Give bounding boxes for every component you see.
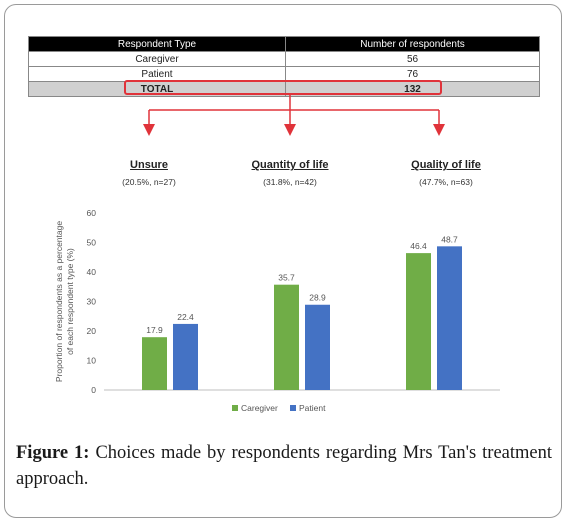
connector-arrows (143, 95, 445, 136)
y-tick-label: 60 (87, 208, 97, 218)
legend-label-patient: Patient (299, 403, 326, 413)
group-subtitle-quantity: (31.8%, n=42) (263, 177, 317, 187)
y-tick-label: 20 (87, 326, 97, 336)
table-header-row: Respondent Type Number of respondents (28, 36, 540, 52)
bar-patient-2 (437, 246, 462, 390)
total-highlight-box (124, 80, 442, 95)
group-unsure: Unsure (20.5%, n=27) (89, 159, 209, 187)
group-title-unsure: Unsure (130, 159, 168, 171)
group-subtitle-quality: (47.7%, n=63) (419, 177, 473, 187)
group-quantity: Quantity of life (31.8%, n=42) (230, 159, 350, 187)
group-subtitle-unsure: (20.5%, n=27) (122, 177, 176, 187)
figure-caption: Figure 1: Choices made by respondents re… (16, 440, 552, 492)
figure-frame (4, 4, 562, 518)
bar-caregiver-1 (274, 284, 299, 390)
y-axis-label: of each respondent type (%) (65, 248, 75, 355)
y-tick-label: 50 (87, 238, 97, 248)
data-label: 46.4 (410, 241, 427, 251)
table-total-row: TOTAL 132 (28, 81, 540, 97)
table-row: Patient 76 (28, 66, 540, 82)
group-quality: Quality of life (47.7%, n=63) (386, 159, 506, 187)
legend-label-caregiver: Caregiver (241, 403, 278, 413)
legend-swatch-patient (290, 405, 296, 411)
table-header-type: Respondent Type (28, 36, 286, 52)
legend-swatch-caregiver (232, 405, 238, 411)
y-tick-label: 30 (87, 297, 97, 307)
y-tick-label: 40 (87, 267, 97, 277)
bar-chart: 0 10 20 30 40 50 60 Proportion of respondents a… (54, 208, 500, 413)
data-label: 48.7 (441, 234, 458, 244)
respondent-table: Respondent Type Number of respondents Ca… (28, 36, 540, 97)
table-row: Caregiver 56 (28, 51, 540, 67)
y-tick-label: 10 (87, 356, 97, 366)
data-label: 22.4 (177, 312, 194, 322)
group-title-quality: Quality of life (411, 159, 481, 171)
bar-patient-1 (305, 304, 330, 390)
group-title-quantity: Quantity of life (251, 159, 329, 171)
caption-text: Choices made by respondents regarding Mr… (16, 443, 552, 489)
total-label: TOTAL (28, 81, 286, 97)
bar-caregiver-0 (142, 337, 167, 390)
bar-patient-0 (173, 323, 198, 390)
data-label: 35.7 (278, 273, 295, 283)
data-label: 28.9 (309, 293, 326, 303)
bar-caregiver-2 (406, 253, 431, 390)
caption-lead: Figure 1: (16, 443, 90, 463)
y-tick-label: 0 (91, 385, 96, 395)
data-label: 17.9 (146, 325, 163, 335)
y-axis-label: Proportion of respondents as a percentag… (54, 221, 64, 382)
table-header-count: Number of respondents (285, 36, 540, 52)
